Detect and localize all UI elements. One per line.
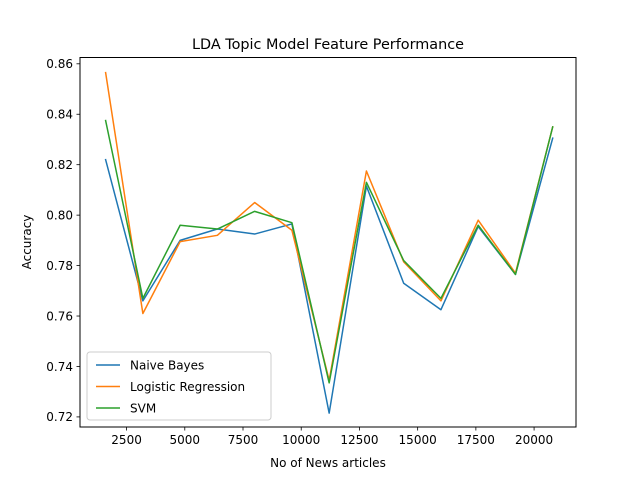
x-tick-label: 17500: [457, 433, 495, 447]
x-axis-title: No of News articles: [270, 456, 386, 470]
y-tick-label: 0.74: [46, 360, 73, 374]
y-tick-label: 0.80: [46, 208, 73, 222]
series-line-svm: [104, 119, 554, 384]
y-tick-label: 0.78: [46, 259, 73, 273]
x-tick-label: 10000: [282, 433, 320, 447]
x-tick-label: 2500: [111, 433, 142, 447]
legend-box: [86, 351, 272, 421]
y-axis-title: Accuracy: [20, 215, 34, 270]
x-tick-label: 15000: [399, 433, 437, 447]
x-tick-label: 7500: [228, 433, 259, 447]
y-tick-label: 0.84: [46, 108, 73, 122]
plot-frame: [79, 57, 577, 428]
legend-label: Naive Bayes: [130, 358, 204, 372]
legend-label: SVM: [130, 401, 156, 415]
legend-label: Logistic Regression: [130, 380, 245, 394]
y-tick-label: 0.86: [46, 57, 73, 71]
y-tick-label: 0.82: [46, 158, 73, 172]
y-tick-label: 0.76: [46, 309, 73, 323]
legend: Naive Bayes Logistic Regression SVM: [86, 351, 272, 421]
x-axis: 2500 5000 7500 10000 12500 15000 17500 20000: [111, 427, 553, 447]
y-tick-label: 0.72: [46, 410, 73, 424]
y-axis: 0.72 0.74 0.76 0.78 0.80 0.82 0.84 0.86: [46, 57, 80, 424]
series-lines: [104, 71, 554, 414]
chart-title: LDA Topic Model Feature Performance: [192, 37, 464, 53]
x-tick-label: 5000: [170, 433, 201, 447]
x-tick-label: 20000: [515, 433, 553, 447]
x-tick-label: 12500: [340, 433, 378, 447]
